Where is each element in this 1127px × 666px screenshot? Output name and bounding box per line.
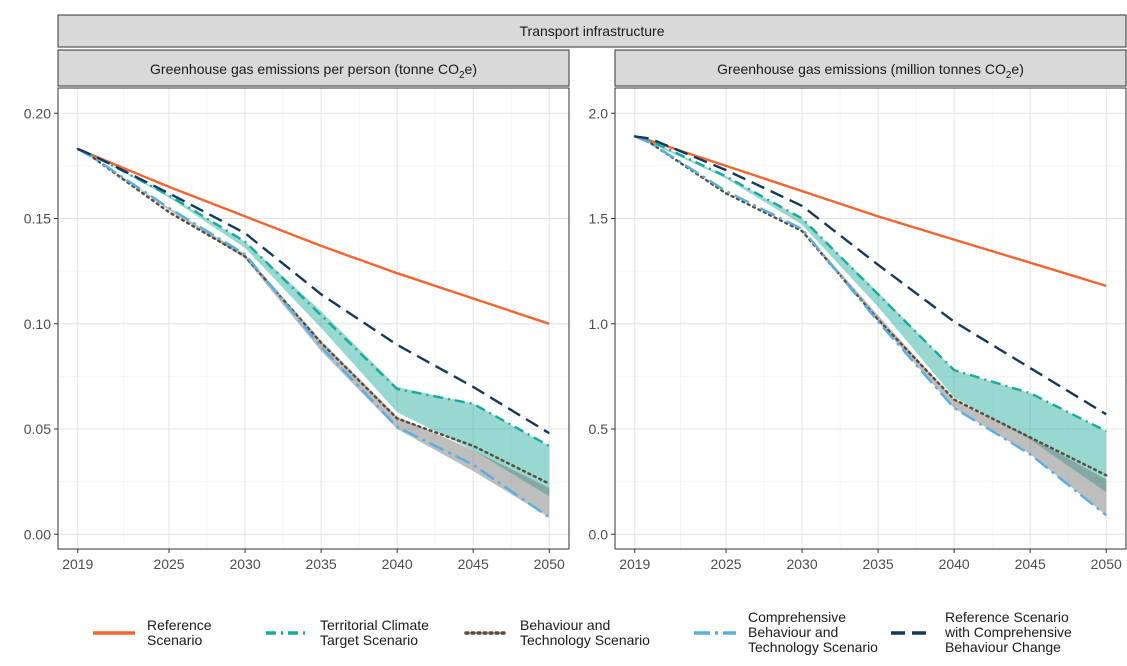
y-tick-label: 0.00 (24, 526, 51, 542)
plot-background (615, 88, 1126, 549)
series-line (634, 135, 1107, 416)
series-line (77, 147, 550, 435)
facet-strip-header (57, 14, 1127, 48)
y-tick-label: 0.05 (24, 421, 51, 437)
legend-label: Reference Scenario (147, 617, 212, 648)
y-tick-label: 1.0 (589, 316, 609, 332)
y-tick-label: 0.10 (24, 316, 51, 332)
x-tick-label: 2050 (534, 556, 565, 572)
panel-2: Greenhouse gas emissions (million tonnes… (589, 49, 1127, 572)
uncertainty-ribbon (634, 136, 1107, 516)
x-tick-label: 2019 (619, 556, 650, 572)
series-line (77, 147, 550, 519)
panel-title: Greenhouse gas emissions (million tonnes… (717, 61, 1024, 81)
y-tick-label: 1.5 (589, 211, 609, 227)
panel-border (614, 87, 1127, 550)
panel-1: Greenhouse gas emissions per person (ton… (24, 49, 570, 572)
x-tick-label: 2050 (1091, 556, 1122, 572)
x-tick-label: 2025 (710, 556, 741, 572)
x-tick-label: 2045 (458, 556, 489, 572)
panel-title: Greenhouse gas emissions per person (ton… (150, 61, 477, 81)
x-tick-label: 2035 (863, 556, 894, 572)
legend-label: Reference Scenario with Comprehensive Beha… (944, 609, 1072, 655)
legend-label: Comprehensive Behaviour and Technology Sce… (748, 609, 878, 655)
y-tick-label: 0.20 (24, 105, 51, 121)
series-line (634, 135, 1107, 517)
series-line (634, 135, 1107, 433)
facet-strip-title: Transport infrastructure (520, 23, 665, 39)
x-tick-label: 2019 (62, 556, 93, 572)
x-tick-label: 2040 (939, 556, 970, 572)
x-tick-label: 2030 (786, 556, 817, 572)
x-tick-label: 2040 (382, 556, 413, 572)
panel-strip (614, 49, 1127, 87)
uncertainty-ribbon (634, 136, 1107, 493)
legend: Reference Scenario Territorial Climate Targ… (93, 609, 1072, 655)
x-tick-label: 2030 (229, 556, 260, 572)
x-tick-label: 2025 (153, 556, 184, 572)
y-tick-label: 0.15 (24, 211, 51, 227)
panel-strip (57, 49, 570, 87)
x-tick-label: 2045 (1015, 556, 1046, 572)
y-tick-label: 2.0 (589, 105, 609, 121)
panel-border (57, 87, 570, 550)
y-tick-label: 0.5 (589, 421, 609, 437)
uncertainty-ribbon (77, 149, 550, 497)
legend-label: Behaviour and Technology Scenario (520, 617, 650, 648)
x-tick-label: 2035 (306, 556, 337, 572)
legend-label: Territorial Climate Target Scenario (320, 617, 429, 648)
y-tick-label: 0.0 (589, 526, 609, 542)
